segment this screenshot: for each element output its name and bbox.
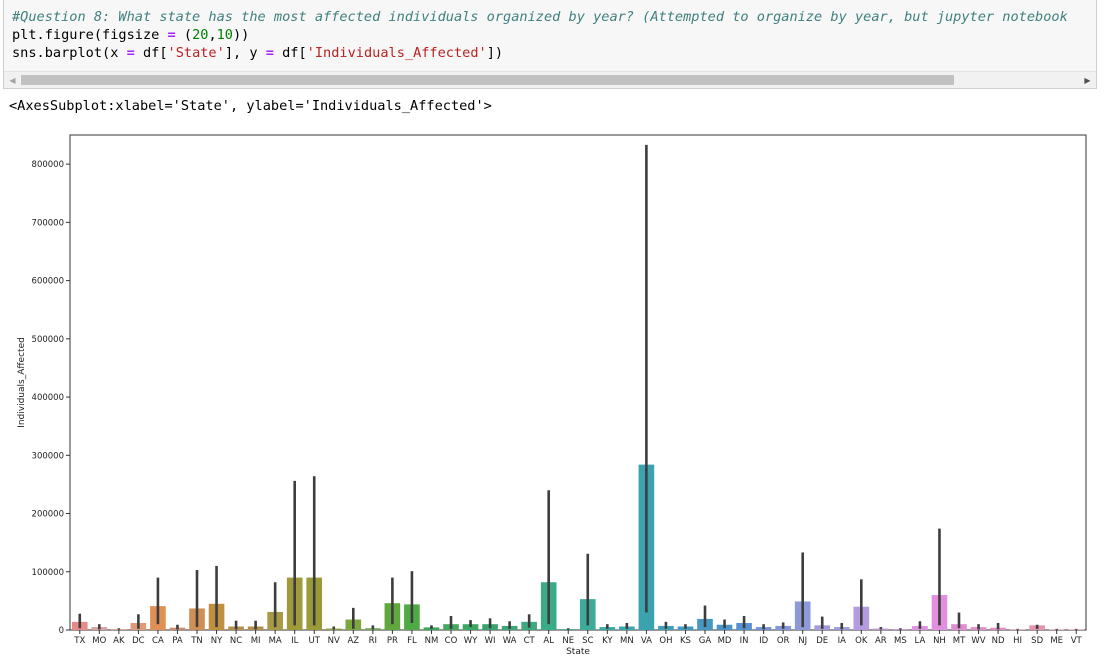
x-tick-label-WI: WI (485, 636, 496, 646)
x-tick-label-TN: TN (190, 636, 203, 646)
x-tick-label-LA: LA (915, 636, 926, 646)
y-tick-label: 100000 (32, 568, 64, 578)
x-tick-label-MT: MT (953, 636, 966, 646)
x-tick-label-OK: OK (855, 636, 868, 646)
x-tick-label-UT: UT (309, 636, 321, 646)
y-tick-label: 300000 (32, 451, 64, 461)
x-tick-label-NC: NC (230, 636, 242, 646)
x-tick-label-AK: AK (113, 636, 125, 646)
x-tick-label-DE: DE (816, 636, 828, 646)
x-tick-label-NJ: NJ (798, 636, 807, 646)
y-tick-label: 400000 (32, 393, 64, 403)
code-input-area[interactable]: #Question 8: What state has the most aff… (3, 0, 1097, 89)
x-tick-label-OH: OH (659, 636, 672, 646)
scroll-right-arrow-icon[interactable]: ▶ (1084, 76, 1091, 85)
x-tick-label-FL: FL (407, 636, 417, 646)
x-tick-label-IN: IN (740, 636, 749, 646)
y-tick-label: 600000 (32, 277, 64, 287)
x-tick-label-PR: PR (387, 636, 398, 646)
x-tick-label-NE: NE (562, 636, 574, 646)
x-tick-label-MO: MO (92, 636, 106, 646)
x-tick-label-NH: NH (933, 636, 946, 646)
x-tick-label-OR: OR (777, 636, 790, 646)
x-tick-label-MI: MI (251, 636, 261, 646)
scrollbar-thumb[interactable] (21, 75, 954, 85)
y-tick-label: 500000 (32, 335, 64, 345)
x-tick-label-MD: MD (718, 636, 732, 646)
x-tick-label-SC: SC (582, 636, 593, 646)
x-tick-label-MA: MA (269, 636, 282, 646)
x-tick-label-GA: GA (699, 636, 712, 646)
x-tick-label-ME: ME (1050, 636, 1063, 646)
y-tick-label: 800000 (32, 160, 64, 170)
y-tick-label: 200000 (32, 510, 64, 520)
x-tick-label-KY: KY (602, 636, 613, 646)
scroll-left-arrow-icon[interactable]: ◀ (9, 76, 16, 85)
x-tick-label-ND: ND (992, 636, 1005, 646)
x-tick-label-HI: HI (1013, 636, 1022, 646)
x-tick-label-WV: WV (971, 636, 985, 646)
y-axis-label: Individuals_Affected (17, 337, 27, 428)
x-tick-label-AL: AL (543, 636, 554, 646)
plot-frame (69, 134, 1087, 631)
x-tick-label-DC: DC (132, 636, 145, 646)
x-tick-label-SD: SD (1031, 636, 1043, 646)
x-tick-label-CA: CA (152, 636, 164, 646)
x-tick-label-WA: WA (503, 636, 517, 646)
x-tick-label-ID: ID (759, 636, 769, 646)
x-tick-label-AR: AR (875, 636, 887, 646)
y-tick-label: 700000 (32, 218, 64, 228)
code-line-2: plt.figure(figsize = (20,10)) (12, 27, 250, 43)
horizontal-scrollbar[interactable]: ◀ ▶ (4, 71, 1096, 88)
x-tick-label-CO: CO (445, 636, 458, 646)
x-tick-label-PA: PA (172, 636, 183, 646)
code-editor[interactable]: #Question 8: What state has the most aff… (12, 8, 1068, 62)
code-line-3: sns.barplot(x = df['State'], y = df['Ind… (12, 45, 504, 61)
x-tick-label-IA: IA (838, 636, 847, 646)
x-tick-label-NV: NV (328, 636, 340, 646)
bar-WY (462, 624, 479, 630)
x-tick-label-IL: IL (291, 636, 299, 646)
x-tick-label-KS: KS (680, 636, 691, 646)
x-tick-label-MN: MN (620, 636, 634, 646)
x-tick-label-TX: TX (73, 636, 85, 646)
x-tick-label-AZ: AZ (347, 636, 359, 646)
x-tick-label-RI: RI (369, 636, 377, 646)
y-tick-label: 0 (59, 626, 64, 636)
x-tick-label-CT: CT (524, 636, 536, 646)
x-axis-label: State (566, 647, 590, 656)
x-tick-label-VA: VA (641, 636, 652, 646)
output-repr-text: <AxesSubplot:xlabel='State', ylabel='Ind… (9, 98, 492, 114)
code-line-1: #Question 8: What state has the most aff… (12, 9, 1068, 25)
x-tick-label-WY: WY (464, 636, 478, 646)
x-tick-label-MS: MS (894, 636, 907, 646)
x-tick-label-NY: NY (211, 636, 223, 646)
x-tick-label-VT: VT (1071, 636, 1083, 646)
x-tick-label-NM: NM (425, 636, 439, 646)
barplot-chart: 0 100000 200000 300000 400000 500000 600000 700… (17, 134, 1087, 656)
